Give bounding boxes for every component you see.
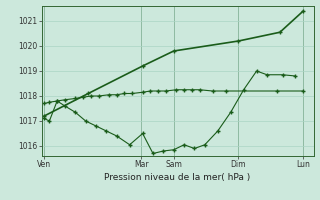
X-axis label: Pression niveau de la mer( hPa ): Pression niveau de la mer( hPa ) <box>104 173 251 182</box>
